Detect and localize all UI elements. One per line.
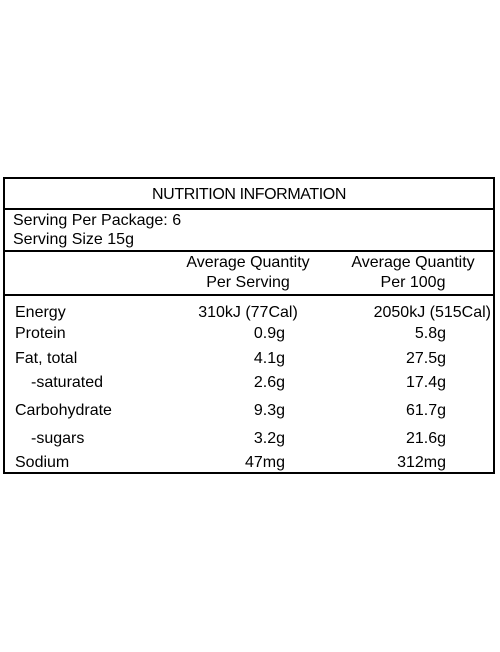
row-per-serving-protein: 0.9g <box>253 325 285 342</box>
row-label-saturated: -saturated <box>31 374 104 391</box>
row-per-100g-energy: 2050kJ (515Cal) <box>373 304 491 321</box>
row-per-100g-sodium: 312mg <box>397 454 446 471</box>
divider-serving <box>5 250 493 252</box>
panel-title: NUTRITION INFORMATION <box>152 186 346 203</box>
row-label-fat-total: Fat, total <box>15 350 78 367</box>
row-per-100g-fat-total: 27.5g <box>405 350 446 367</box>
row-per-serving-energy: 310kJ (77Cal) <box>198 304 298 321</box>
header-per-100g-line2: Per 100g <box>380 274 446 291</box>
row-label-sugars: -sugars <box>31 430 85 447</box>
nutrition-panel: NUTRITION INFORMATION Serving Per Packag… <box>3 177 495 474</box>
row-per-100g-sugars: 21.6g <box>405 430 446 447</box>
row-label-sodium: Sodium <box>15 454 70 471</box>
row-label-carbohydrate: Carbohydrate <box>15 402 112 419</box>
serving-per-package: Serving Per Package: 6 <box>13 212 182 229</box>
divider-title <box>5 208 493 210</box>
header-per-serving-line1: Average Quantity <box>186 254 310 271</box>
row-per-serving-fat-total: 4.1g <box>253 350 285 367</box>
row-per-100g-carbohydrate: 61.7g <box>405 402 446 419</box>
header-per-serving-line2: Per Serving <box>206 274 290 291</box>
row-per-serving-sodium: 47mg <box>244 454 285 471</box>
row-per-serving-sugars: 3.2g <box>253 430 285 447</box>
header-per-100g-line1: Average Quantity <box>351 254 475 271</box>
row-per-serving-carbohydrate: 9.3g <box>253 402 285 419</box>
divider-header <box>5 294 493 296</box>
serving-size: Serving Size 15g <box>13 231 134 248</box>
row-per-100g-saturated: 17.4g <box>405 374 446 391</box>
row-label-energy: Energy <box>15 304 66 321</box>
row-label-protein: Protein <box>15 325 66 342</box>
row-per-serving-saturated: 2.6g <box>253 374 285 391</box>
row-per-100g-protein: 5.8g <box>414 325 446 342</box>
